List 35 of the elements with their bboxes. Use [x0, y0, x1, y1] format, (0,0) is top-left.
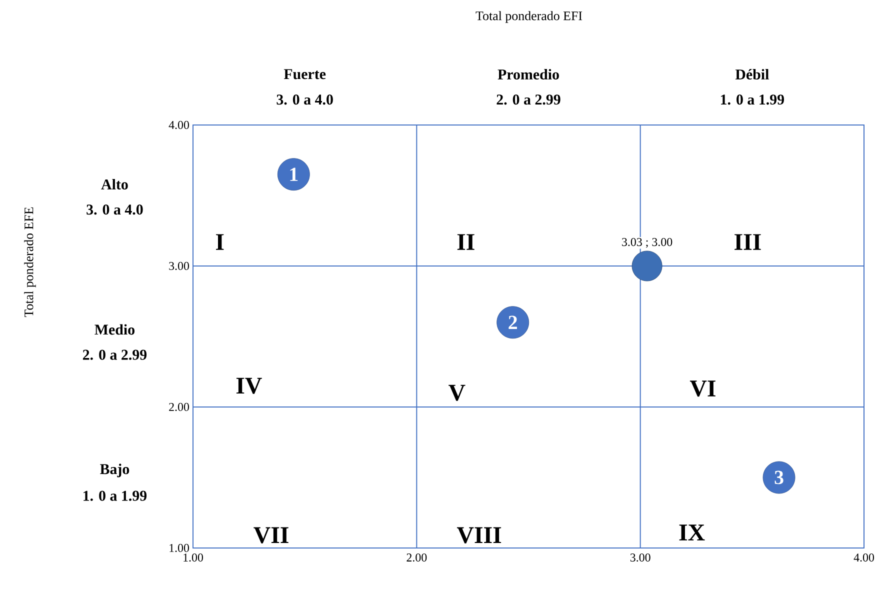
annotation: II [457, 234, 474, 250]
y-tick-label: 3.00 [169, 262, 190, 270]
annotation: 1 [290, 168, 298, 181]
text: Alto [101, 178, 128, 190]
annotation: IX [679, 524, 705, 540]
annotation: IV [236, 378, 262, 394]
data-label: 3.03 ; 3.00 [622, 238, 672, 248]
text: Medio [94, 324, 134, 335]
text: 3. 0 a 4.0 [86, 204, 143, 215]
annotation: 2 [508, 316, 517, 329]
text: 2. 0 a 2.99 [82, 350, 147, 360]
x-tick-label: 1.00 [184, 554, 203, 562]
text: Bajo [100, 464, 130, 478]
chart-title: Total ponderado EFI [476, 11, 582, 23]
annotation: VI [690, 380, 716, 397]
annotation: III [734, 234, 761, 250]
annotation: 3 [774, 470, 784, 484]
y-tick-label: 1.00 [170, 544, 190, 552]
text: 2. 0 a 2.99 [496, 94, 560, 105]
x-tick-label: 3.00 [630, 554, 650, 562]
x-tick-label: 2.00 [406, 554, 427, 562]
text: Fuerte [284, 69, 326, 80]
text: 1. 0 a 1.99 [720, 94, 784, 105]
text: Total ponderado EFE [24, 207, 36, 318]
text: 3. 0 a 4.0 [276, 94, 333, 105]
annotation: V [448, 384, 466, 401]
annotation: I [216, 234, 224, 250]
y-tick-label: 2.00 [169, 402, 190, 412]
annotation: VII [254, 527, 288, 544]
y-tick-label: 4.00 [168, 120, 190, 130]
text: 1. 0 a 1.99 [84, 490, 147, 501]
annotation: VIII [456, 527, 502, 544]
text: Promedio [498, 68, 559, 80]
text: Débil [735, 68, 769, 80]
x-tick-label: 4.00 [854, 554, 874, 562]
